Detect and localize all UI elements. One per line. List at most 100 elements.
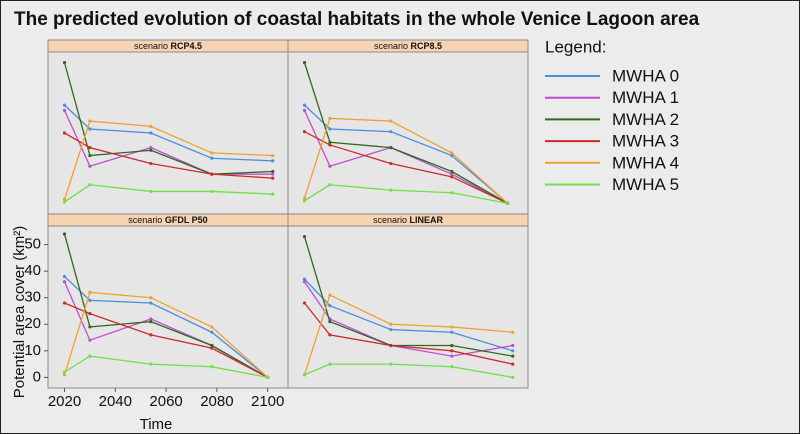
data-point (302, 108, 307, 113)
data-point (149, 301, 153, 305)
data-point (389, 327, 393, 332)
data-point (389, 188, 393, 192)
data-point (302, 130, 307, 134)
data-point (511, 375, 515, 379)
y-tick-label: 30 (24, 289, 41, 306)
data-point (62, 373, 67, 377)
x-tick-label: 2080 (200, 393, 233, 410)
strip (287, 39, 529, 53)
data-point (210, 325, 214, 329)
data-point (450, 151, 454, 155)
data-point (266, 375, 270, 379)
strip-title: RCP8.5 (411, 41, 443, 51)
data-point (271, 176, 275, 180)
data-point (511, 343, 515, 348)
data-point (88, 325, 92, 329)
data-point (88, 146, 92, 150)
data-point (149, 296, 153, 300)
data-point (328, 140, 332, 144)
strip-label: scenario RCP8.5 (374, 41, 442, 51)
legend-label: MWHA 1 (612, 88, 679, 107)
data-point (389, 322, 393, 326)
data-point (210, 151, 214, 155)
data-point (88, 164, 92, 168)
panel (47, 51, 289, 215)
data-point (328, 116, 332, 120)
data-point (88, 153, 92, 158)
data-point (511, 354, 515, 358)
data-point (511, 349, 515, 353)
data-point (271, 172, 275, 176)
data-point (210, 189, 214, 194)
data-point (210, 156, 214, 160)
data-point (62, 108, 67, 113)
data-point (149, 362, 153, 366)
data-point (450, 343, 454, 348)
data-point (271, 159, 275, 163)
data-point (62, 232, 67, 236)
y-tick-label: 10 (24, 342, 41, 359)
data-point (62, 274, 67, 279)
data-point (210, 343, 214, 348)
strip-label: scenario LINEAR (373, 215, 444, 225)
data-point (328, 333, 332, 337)
strip-label: scenario RCP4.5 (134, 41, 202, 51)
data-point (88, 119, 92, 123)
legend-label: MWHA 0 (612, 66, 679, 85)
data-point (302, 199, 307, 203)
data-point (302, 103, 307, 107)
x-tick-label: 2100 (251, 393, 284, 410)
legend-label: MWHA 2 (612, 110, 679, 129)
data-point (149, 317, 153, 321)
data-point (328, 183, 332, 187)
data-point (389, 161, 393, 166)
panel (287, 225, 529, 389)
data-point (302, 373, 307, 377)
strip-title: RCP4.5 (171, 41, 203, 51)
y-axis-label: Potential area cover (km²) (11, 226, 28, 399)
data-point (210, 330, 214, 334)
data-point (149, 131, 153, 135)
data-point (62, 200, 67, 204)
data-point (450, 354, 454, 358)
strip-prefix: scenario (134, 41, 168, 51)
data-point (88, 127, 92, 131)
data-point (302, 277, 307, 281)
data-point (88, 183, 92, 187)
data-point (62, 103, 67, 107)
strip-prefix: scenario (373, 215, 407, 225)
legend-label: MWHA 5 (612, 175, 679, 194)
x-axis-label: Time (140, 416, 173, 433)
data-point (450, 325, 454, 329)
data-point (511, 362, 515, 366)
data-point (88, 312, 92, 316)
data-point (149, 189, 153, 194)
data-point (210, 172, 214, 176)
data-point (450, 169, 454, 174)
data-point (149, 320, 153, 324)
data-point (62, 301, 67, 305)
strip-prefix: scenario (128, 215, 162, 225)
data-point (271, 153, 275, 158)
data-point (271, 192, 275, 196)
y-tick-label: 20 (24, 315, 41, 332)
data-point (149, 146, 153, 150)
data-point (450, 172, 454, 176)
legend-label: MWHA 4 (612, 153, 679, 172)
data-point (328, 362, 332, 366)
data-point (511, 330, 515, 334)
x-tick-label: 2040 (99, 393, 132, 410)
data-point (328, 320, 332, 324)
data-point (302, 280, 307, 284)
data-point (328, 293, 332, 297)
data-point (62, 280, 67, 284)
data-point (149, 161, 153, 166)
data-point (62, 370, 67, 374)
data-point (328, 127, 332, 131)
data-point (210, 365, 214, 369)
data-point (62, 131, 67, 135)
data-point (302, 301, 307, 305)
data-point (328, 143, 332, 147)
legend-title: Legend: (545, 37, 606, 56)
data-point (302, 61, 307, 65)
